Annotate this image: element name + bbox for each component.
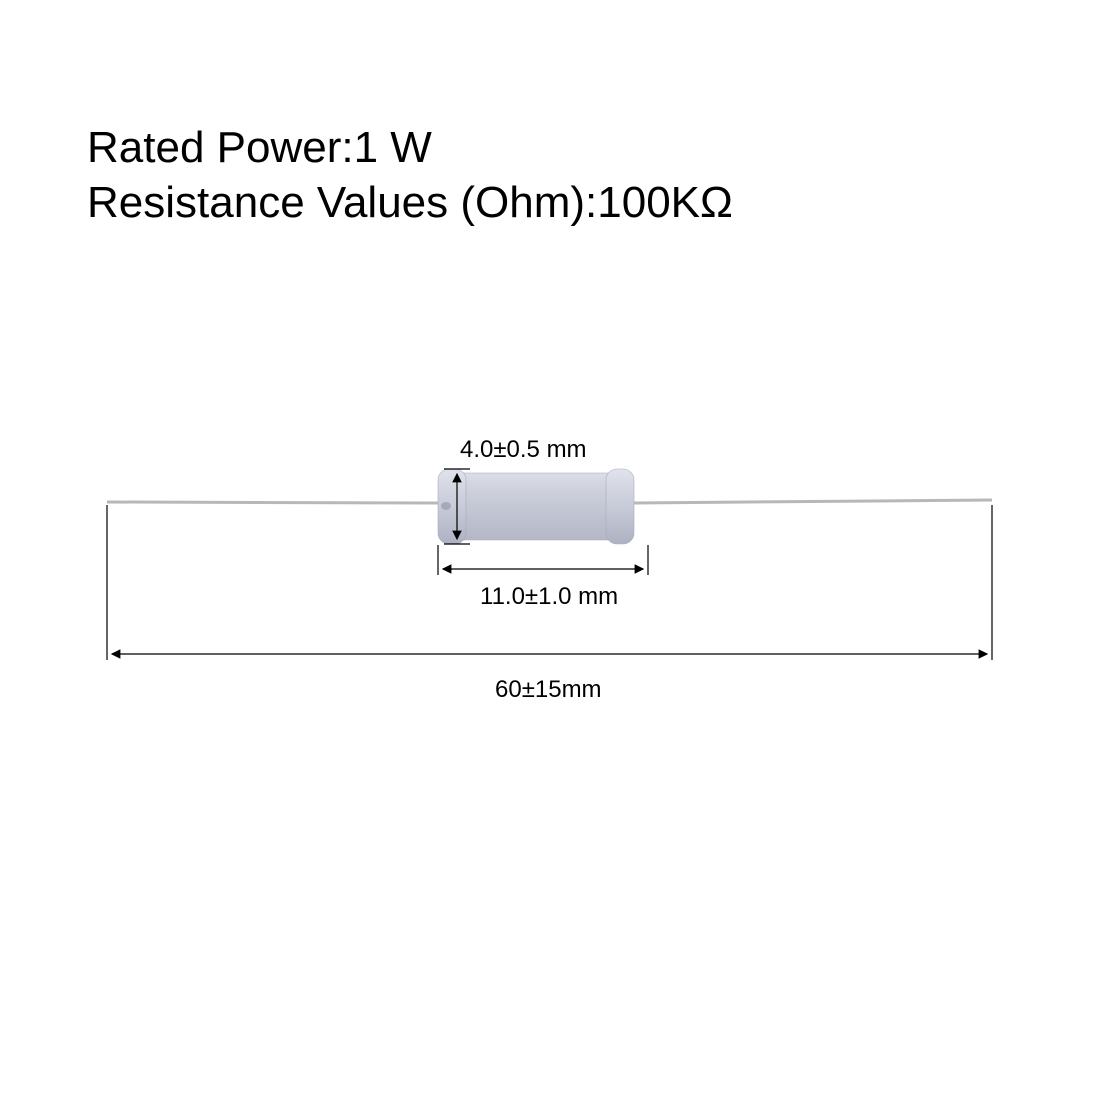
height-dimension-label: 4.0±0.5 mm (460, 436, 587, 464)
lead-hole-left (441, 502, 451, 510)
resistor-barrel (458, 473, 614, 540)
total-length-dimension-label: 60±15mm (495, 676, 602, 704)
body-length-dimension-label: 11.0±1.0 mm (480, 583, 618, 611)
resistor-diagram (0, 0, 1100, 1100)
lead-right (632, 500, 992, 503)
resistor-cap-right (606, 469, 634, 544)
lead-left (107, 502, 438, 503)
